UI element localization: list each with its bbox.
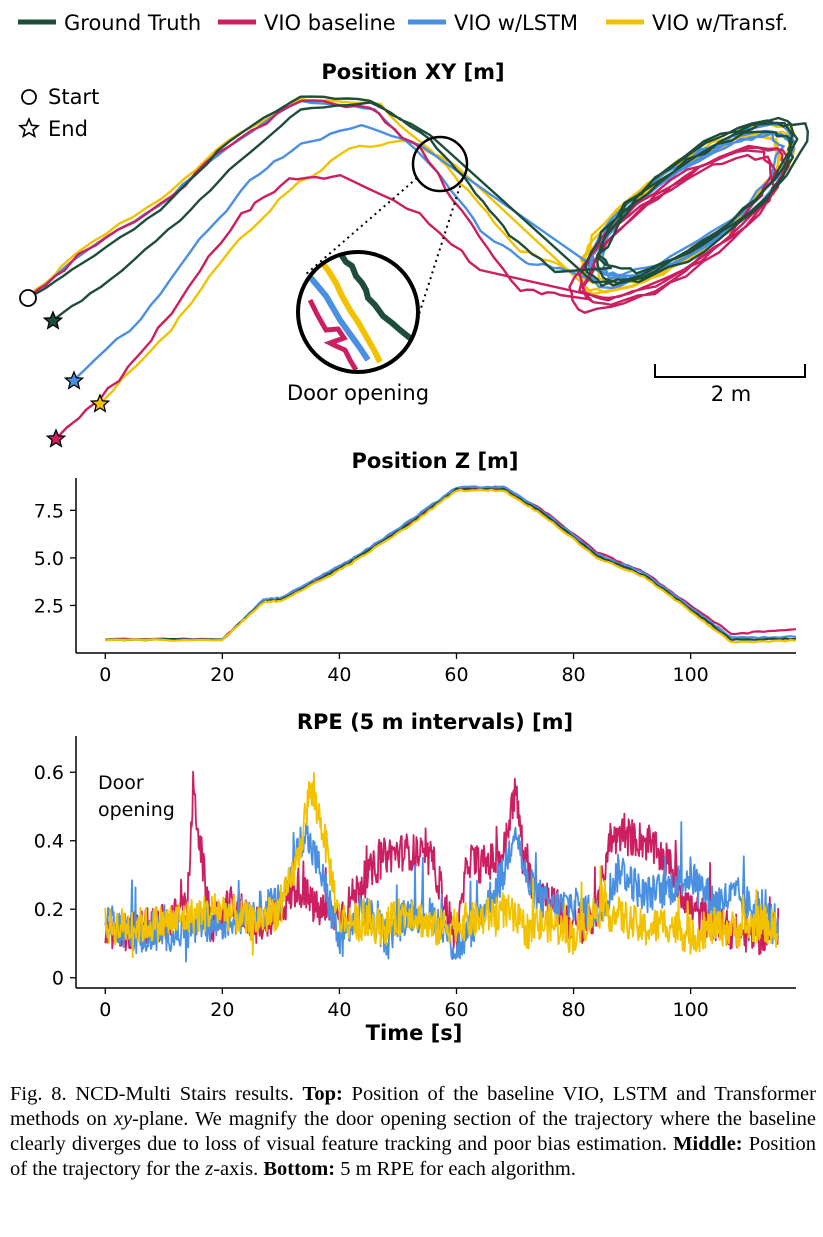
xy-marker-legend: Start End (17, 85, 99, 141)
figure-caption: Fig. 8. NCD-Multi Stairs results. Top: P… (10, 1082, 816, 1182)
rpe-y-tick-label: 0.6 (34, 762, 64, 784)
end-star-vio-baseline (45, 428, 67, 448)
zoom-connector-left (304, 177, 418, 276)
caption-top-text-2: -plane. We magnify the door opening sect… (10, 1108, 817, 1155)
end-star-vio-lstm (63, 370, 85, 390)
caption-bottom-label: Bottom: (263, 1158, 336, 1180)
zoom-connector-right (413, 179, 463, 331)
z-x-tick-label: 0 (99, 664, 111, 686)
scale-bar: 2 m (654, 364, 806, 406)
rpe-x-tick-label: 40 (327, 999, 351, 1021)
scale-bar-line (654, 364, 806, 378)
figure: Ground Truth VIO baseline VIO w/LSTM VIO… (17, 11, 809, 1045)
caption-bottom-text: 5 m RPE for each algorithm. (340, 1158, 576, 1180)
caption-top-label: Top: (302, 1083, 343, 1105)
xy-start-point (19, 289, 37, 307)
z-x-tick-label: 20 (210, 664, 234, 686)
z-plot: Position Z [m] 0 20 40 60 80 100 2.5 5.0 7.5 (34, 449, 796, 686)
rpe-annotation-line-1: Door (98, 772, 144, 794)
zoom-label: Door opening (287, 381, 429, 405)
xy-trajectories (25, 95, 809, 441)
rpe-y-tick-label: 0.4 (34, 831, 64, 853)
rpe-ticks: 0 20 40 60 80 100 0 0.2 0.4 0.6 (34, 762, 709, 1021)
start-marker-label: Start (48, 85, 99, 109)
rpe-title: RPE (5 m intervals) [m] (297, 710, 573, 734)
zoom-lens-content (301, 252, 418, 372)
caption-middle-text-2: -axis. (213, 1158, 259, 1180)
z-x-tick-label: 100 (673, 664, 709, 686)
zoom-ground-truth (335, 252, 418, 347)
z-y-tick-label: 7.5 (34, 500, 64, 522)
rpe-x-tick-label: 0 (99, 999, 111, 1021)
legend-label-vio-lstm: VIO w/LSTM (454, 11, 578, 35)
legend-label-ground-truth: Ground Truth (64, 11, 201, 35)
xy-trajectory-ground-truth (26, 95, 809, 322)
scale-bar-label: 2 m (711, 382, 752, 406)
end-marker-label: End (48, 117, 88, 141)
start-marker-icon (21, 89, 37, 105)
rpe-series-vio-w-lstm (104, 821, 780, 963)
z-series (105, 485, 796, 644)
rpe-x-tick-label: 60 (444, 999, 468, 1021)
z-x-tick-label: 40 (327, 664, 351, 686)
end-marker-icon (17, 116, 41, 139)
caption-middle-label: Middle: (673, 1133, 743, 1155)
end-star-vio-transf (89, 393, 111, 413)
zoom-vio-lstm (301, 268, 371, 362)
rpe-x-tick-label: 100 (673, 999, 709, 1021)
xy-title: Position XY [m] (321, 60, 504, 84)
rpe-x-label: Time [s] (366, 1021, 463, 1045)
caption-top-math: xy (113, 1108, 133, 1130)
caption-middle-math: z (205, 1158, 214, 1180)
z-x-tick-label: 60 (444, 664, 468, 686)
caption-middle-text-1: Position of the trajectory for the (10, 1133, 816, 1180)
z-series-vio-w-lstm (105, 485, 796, 642)
zoom-vio-transf (315, 256, 383, 364)
caption-fig-number: Fig. 8. (10, 1083, 67, 1105)
rpe-annotation-line-2: opening (98, 799, 175, 821)
z-series-vio-w-transf (105, 488, 796, 644)
z-series-vio-baseline (105, 485, 796, 642)
rpe-series (104, 770, 780, 963)
z-x-tick-label: 80 (561, 664, 585, 686)
caption-intro: NCD-Multi Stairs results. (75, 1083, 294, 1105)
z-ticks: 0 20 40 60 80 100 2.5 5.0 7.5 (34, 500, 709, 686)
door-zoom: Door opening (287, 135, 469, 405)
legend-label-vio-baseline: VIO baseline (264, 11, 396, 35)
rpe-x-tick-label: 80 (561, 999, 585, 1021)
xy-trajectory-vio-baseline (25, 99, 790, 441)
z-title: Position Z [m] (351, 449, 518, 473)
zoom-lens-border (296, 250, 420, 374)
legend: Ground Truth VIO baseline VIO w/LSTM VIO… (18, 11, 788, 35)
zoom-source-circle (411, 135, 469, 193)
caption-top-text-1: Position of the baseline VIO, LSTM and T… (10, 1083, 816, 1130)
z-series-ground-truth (105, 487, 796, 642)
xy-end-stars (42, 310, 111, 448)
end-star-ground-truth (42, 310, 64, 330)
rpe-y-tick-label: 0.2 (34, 899, 64, 921)
z-y-tick-label: 2.5 (34, 595, 64, 617)
rpe-x-tick-label: 20 (210, 999, 234, 1021)
rpe-series-vio-w-transf (104, 771, 780, 959)
rpe-y-tick-label: 0 (52, 968, 64, 990)
rpe-plot: RPE (5 m intervals) [m] 0 20 40 60 80 100 0 0.2… (34, 710, 796, 1045)
legend-label-vio-transf: VIO w/Transf. (652, 11, 788, 35)
z-y-tick-label: 5.0 (34, 548, 64, 570)
zoom-vio-baseline (307, 298, 359, 372)
xy-plot: Position XY [m] Start End Door opening (17, 60, 809, 448)
